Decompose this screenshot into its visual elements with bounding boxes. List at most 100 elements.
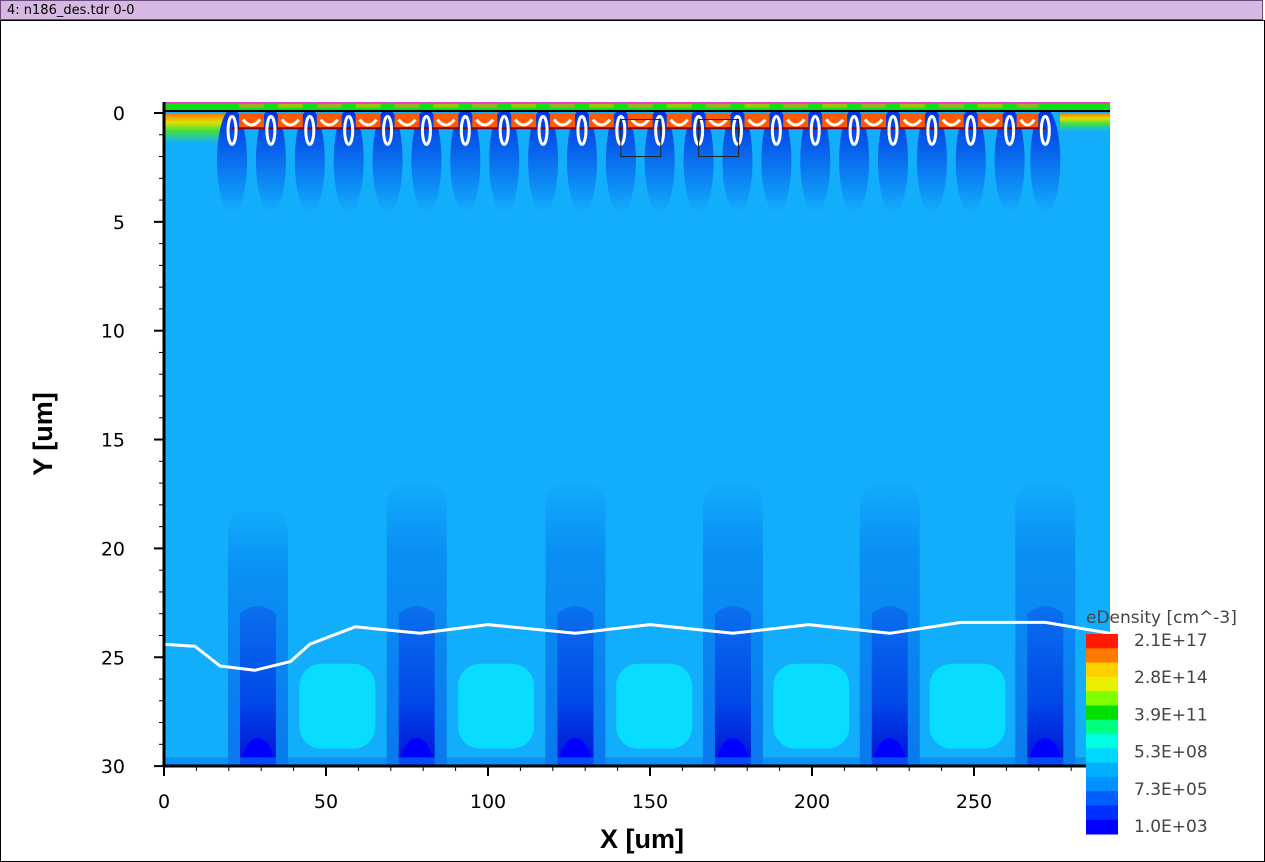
surface-junction bbox=[436, 118, 456, 127]
finger-depletion bbox=[528, 108, 559, 214]
legend-label: 2.8E+14 bbox=[1134, 668, 1208, 688]
surface-contact bbox=[822, 103, 848, 108]
finger-depletion bbox=[372, 108, 403, 214]
surface-contact bbox=[277, 103, 303, 108]
surface-doping bbox=[588, 113, 614, 129]
y-tick-label: 30 bbox=[101, 756, 125, 778]
legend: eDensity [cm^-3] 2.1E+17 2.8E+14 3.9E+11 5.… bbox=[1086, 608, 1237, 837]
finger-junction bbox=[498, 114, 510, 146]
surface-doping bbox=[511, 113, 537, 129]
finger-depletion bbox=[489, 108, 520, 214]
surface-contact bbox=[666, 103, 692, 108]
finger-junction bbox=[965, 114, 977, 146]
surface-junction bbox=[591, 118, 612, 127]
surface-contact bbox=[938, 103, 964, 108]
y-axis-label: Y [um] bbox=[28, 392, 58, 476]
surface-contact bbox=[744, 103, 770, 108]
surface-junction bbox=[475, 118, 495, 127]
legend-color-band bbox=[1086, 691, 1118, 706]
pocket-region bbox=[299, 663, 376, 749]
finger-depletion bbox=[916, 108, 947, 214]
finger-depletion bbox=[839, 108, 870, 214]
finger-junction bbox=[265, 114, 277, 146]
finger-junction bbox=[226, 114, 238, 146]
surface-doping bbox=[472, 113, 498, 129]
finger-junction bbox=[1039, 114, 1051, 146]
surface-junction bbox=[358, 118, 378, 127]
surface-contact bbox=[588, 103, 614, 108]
legend-color-band bbox=[1086, 762, 1118, 778]
legend-color-band bbox=[1086, 791, 1118, 806]
surface-junction bbox=[747, 118, 767, 127]
surface-junction bbox=[241, 118, 262, 127]
edge-depletion-right bbox=[1060, 113, 1110, 131]
y-tick-label: 5 bbox=[113, 212, 125, 234]
surface-junction bbox=[825, 118, 845, 127]
surface-junction bbox=[514, 118, 534, 127]
surface-contact bbox=[316, 103, 342, 108]
window-title: 4: n186_des.tdr 0-0 bbox=[0, 0, 1263, 20]
junction-contour-line bbox=[164, 620, 1110, 672]
finger-junction bbox=[459, 114, 471, 146]
finger-junction bbox=[848, 114, 860, 146]
surface-doping bbox=[666, 113, 692, 129]
column-core bbox=[398, 606, 435, 766]
legend-color-band bbox=[1086, 719, 1118, 735]
axes: 0 5 10 15 20 25 30 0 50 100 150 200 250 bbox=[101, 102, 1111, 813]
finger-junction bbox=[654, 114, 666, 146]
surface-doping bbox=[705, 113, 731, 129]
legend-label: 3.9E+11 bbox=[1134, 705, 1208, 725]
surface-contact bbox=[627, 103, 653, 108]
edge-depletion-left bbox=[164, 113, 229, 143]
surface-contact bbox=[861, 103, 886, 108]
bulk-region bbox=[164, 102, 1110, 766]
finger-depletion bbox=[566, 108, 597, 214]
legend-label: 2.1E+17 bbox=[1134, 631, 1208, 651]
surface-junction bbox=[980, 118, 1000, 127]
x-tick-label: 50 bbox=[314, 791, 338, 813]
surface-doping bbox=[1016, 113, 1039, 129]
x-tick-label: 100 bbox=[470, 791, 506, 813]
column-core bbox=[1027, 606, 1064, 766]
finger-depletion bbox=[955, 108, 986, 214]
finger-junction bbox=[926, 114, 938, 146]
x-tick-label: 150 bbox=[632, 791, 668, 813]
surface-contact bbox=[472, 103, 498, 108]
surface-doping bbox=[239, 113, 264, 129]
surface-junction bbox=[552, 118, 573, 127]
bottom-layer bbox=[164, 757, 1110, 766]
finger-junction bbox=[343, 114, 355, 146]
surface-junction bbox=[630, 118, 650, 127]
surface-contact bbox=[239, 103, 264, 108]
finger-junction bbox=[731, 114, 743, 146]
surface-contact bbox=[783, 103, 809, 108]
finger-depletion bbox=[333, 108, 364, 214]
finger-depletion bbox=[722, 108, 753, 214]
finger-junction bbox=[809, 114, 821, 146]
finger-junction bbox=[537, 114, 549, 146]
surface-junction bbox=[786, 118, 806, 127]
finger-junction bbox=[887, 114, 899, 146]
y-tick-label: 25 bbox=[101, 647, 125, 669]
surface-contact bbox=[394, 103, 420, 108]
surface-doping bbox=[977, 113, 1003, 129]
legend-color-band bbox=[1086, 662, 1118, 678]
surface-contact bbox=[511, 103, 537, 108]
pocket-region bbox=[616, 663, 693, 749]
surface-junction bbox=[902, 118, 923, 127]
surface-doping bbox=[783, 113, 809, 129]
surface-contact bbox=[705, 103, 731, 108]
contact-box bbox=[620, 119, 662, 158]
finger-depletion bbox=[1030, 108, 1061, 214]
legend-color-band bbox=[1086, 776, 1118, 792]
column-core bbox=[714, 606, 751, 766]
finger-junction bbox=[770, 114, 782, 146]
surface-doping bbox=[316, 113, 342, 129]
surface-contact bbox=[1016, 103, 1039, 108]
density-field bbox=[164, 102, 1110, 766]
surface-doping bbox=[900, 113, 925, 129]
finger-depletion bbox=[450, 108, 481, 214]
contact-box bbox=[698, 119, 740, 158]
legend-title: eDensity [cm^-3] bbox=[1086, 608, 1237, 628]
